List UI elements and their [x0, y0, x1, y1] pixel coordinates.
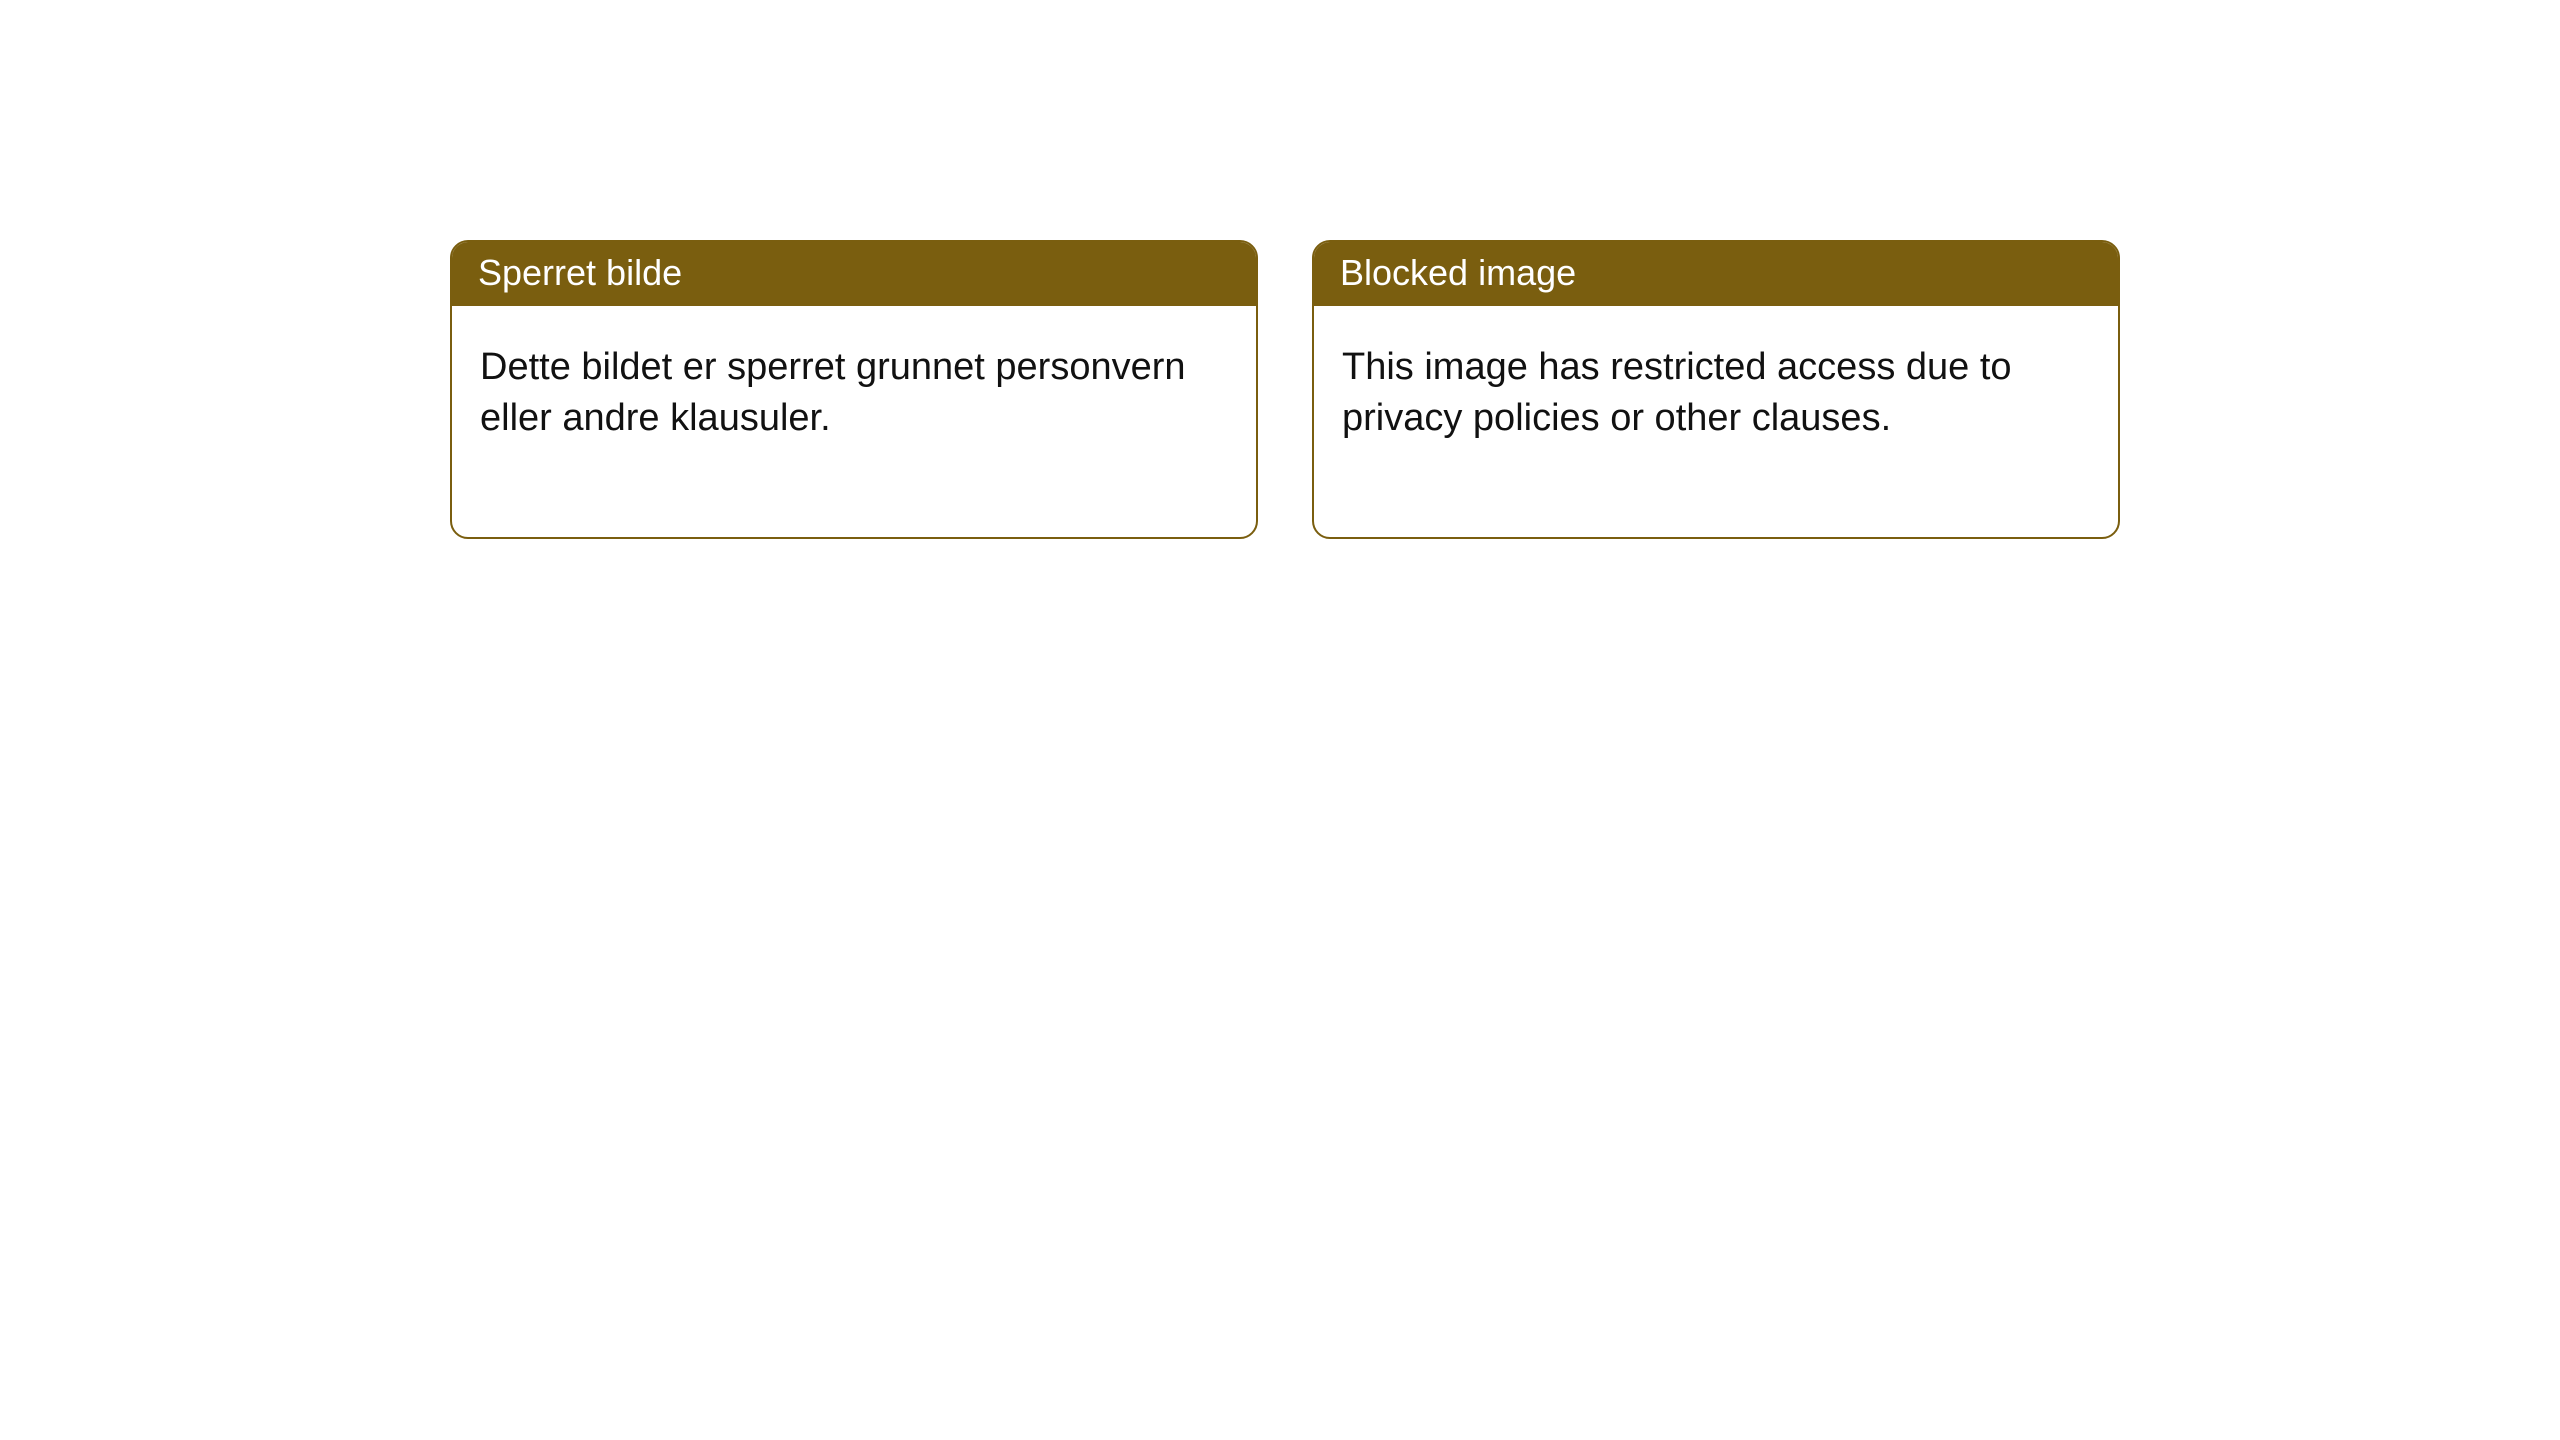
notice-card-norwegian: Sperret bilde Dette bildet er sperret gr… [450, 240, 1258, 539]
notice-container: Sperret bilde Dette bildet er sperret gr… [0, 0, 2560, 539]
notice-body-norwegian: Dette bildet er sperret grunnet personve… [452, 306, 1256, 537]
notice-title-norwegian: Sperret bilde [452, 242, 1256, 306]
notice-title-english: Blocked image [1314, 242, 2118, 306]
notice-card-english: Blocked image This image has restricted … [1312, 240, 2120, 539]
notice-body-english: This image has restricted access due to … [1314, 306, 2118, 537]
